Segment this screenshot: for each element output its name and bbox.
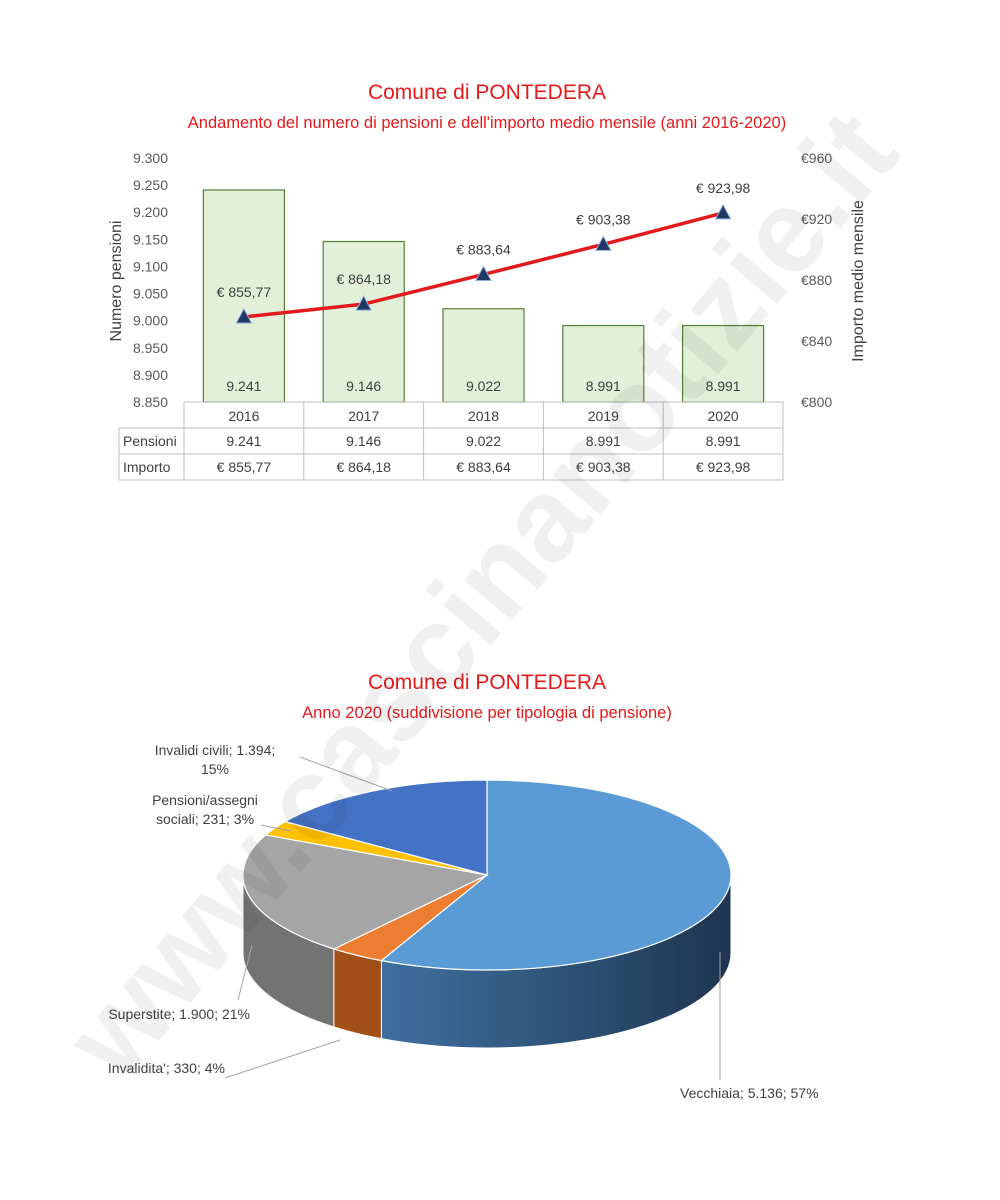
x-tick-label: 2020 (708, 408, 739, 424)
table-cell: 9.241 (226, 433, 261, 449)
pie-data-label-line: Superstite; 1.900; 21% (108, 1006, 250, 1022)
y2-tick-label: €800 (801, 394, 832, 410)
chart1-subtitle: Andamento del numero di pensioni e dell'… (188, 114, 786, 132)
line-data-label: € 864,18 (336, 271, 391, 287)
chart2-subtitle: Anno 2020 (suddivisione per tipologia di… (302, 704, 672, 722)
chart1-y2-ticks: €800 €840 €880 €920 €960 (801, 150, 832, 410)
pie-data-label: Vecchiaia; 5.136; 57% (680, 1085, 819, 1101)
pie-data-label: Pensioni/assegni sociali; 231; 3% (152, 792, 258, 827)
line-data-label: € 923,98 (696, 180, 751, 196)
pie-data-label-line: Pensioni/assegni (152, 792, 258, 808)
line-data-label: € 883,64 (456, 241, 511, 257)
table-cell: € 855,77 (217, 459, 272, 475)
pie-data-label: Superstite; 1.900; 21% (108, 1006, 250, 1022)
chart1-bars (202, 189, 765, 403)
chart1-title: Comune di PONTEDERA (368, 81, 606, 104)
line-data-label: € 855,77 (217, 284, 272, 300)
bar-data-label: 8.991 (706, 378, 741, 394)
bar-data-label: 9.022 (466, 378, 501, 394)
y-tick-label: 9.250 (133, 177, 168, 193)
chart1-y-axis-label: Numero pensioni (108, 221, 125, 342)
line-marker (355, 295, 373, 311)
table-cell: 8.991 (706, 433, 741, 449)
line-marker (594, 235, 612, 251)
pie-slice-side (333, 948, 382, 1040)
x-tick-label: 2016 (228, 408, 259, 424)
bar (202, 189, 285, 403)
pie-chart: Comune di PONTEDERA Anno 2020 (suddivisi… (108, 671, 819, 1101)
pie-leader-lines (224, 756, 721, 1080)
pie-data-label-line: Vecchiaia; 5.136; 57% (680, 1085, 819, 1101)
chart1-line-series: € 855,77 € 864,18 € 883,64 € 903,38 € 923,98 (217, 180, 751, 324)
bar (562, 324, 645, 403)
y-tick-label: 9.000 (133, 313, 168, 329)
pie-data-label-line: 15% (201, 761, 229, 777)
chart2-title: Comune di PONTEDERA (368, 671, 606, 694)
y2-tick-label: €920 (801, 211, 832, 227)
y-tick-label: 8.900 (133, 367, 168, 383)
y-tick-label: 9.150 (133, 231, 168, 247)
bar-data-label: 9.146 (346, 378, 381, 394)
pie-slice (283, 779, 488, 876)
table-cell: € 864,18 (336, 459, 391, 475)
pie-data-label: Invalidita'; 330; 4% (108, 1060, 225, 1076)
combo-chart: Comune di PONTEDERA Andamento del numero… (108, 81, 867, 481)
chart1-y2-axis-label: Importo medio mensile (850, 200, 867, 362)
y-tick-label: 9.300 (133, 150, 168, 166)
bar (322, 240, 405, 403)
table-cell: 9.022 (466, 433, 501, 449)
pie-labels: Vecchiaia; 5.136; 57% Invalidita'; 330; 4… (108, 742, 819, 1101)
y-tick-label: 9.050 (133, 286, 168, 302)
table-series-name: Pensioni (123, 433, 177, 449)
y-tick-label: 8.950 (133, 340, 168, 356)
pie-data-label-line: Invalidi civili; 1.394; (155, 742, 276, 758)
pie-slice (242, 834, 489, 950)
chart1-data-table: 2016 2017 2018 2019 2020 Pensioni 9.241 9.146 9.… (118, 401, 784, 481)
table-cell: € 903,38 (576, 459, 631, 475)
pie-data-label: Invalidi civili; 1.394; 15% (155, 742, 276, 777)
y-tick-label: 9.100 (133, 258, 168, 274)
line-data-label: € 903,38 (576, 211, 631, 227)
pie-data-label-line: Invalidita'; 330; 4% (108, 1060, 225, 1076)
bar-data-label: 9.241 (226, 378, 261, 394)
bar-data-label: 8.991 (586, 378, 621, 394)
line-marker (475, 265, 492, 281)
line-marker (714, 203, 732, 220)
y2-tick-label: €960 (801, 150, 832, 166)
chart1-bar-labels: 9.241 9.146 9.022 8.991 8.991 (226, 378, 740, 394)
x-tick-label: 2019 (588, 408, 619, 424)
y-tick-label: 8.850 (133, 394, 168, 410)
table-cell: 9.146 (346, 433, 381, 449)
pie-data-label-line: sociali; 231; 3% (156, 811, 254, 827)
y-tick-label: 9.200 (133, 204, 168, 220)
leader-line (260, 824, 292, 832)
x-tick-label: 2018 (468, 408, 499, 424)
y2-tick-label: €840 (801, 333, 832, 349)
x-tick-label: 2017 (348, 408, 379, 424)
leader-line (237, 944, 253, 1001)
table-cell: € 883,64 (456, 459, 511, 475)
bar (442, 308, 525, 403)
table-series-name: Importo (123, 459, 171, 475)
bar (681, 324, 765, 403)
y2-tick-label: €880 (801, 272, 832, 288)
chart1-y-ticks: 8.850 8.900 8.950 9.000 9.050 9.100 9.150 9.200… (133, 150, 168, 410)
line-marker (235, 307, 253, 324)
table-cell: 8.991 (586, 433, 621, 449)
leader-line (299, 756, 393, 792)
pie-slice (380, 779, 732, 971)
leader-line (224, 1039, 341, 1079)
table-cell: € 923,98 (696, 459, 751, 475)
